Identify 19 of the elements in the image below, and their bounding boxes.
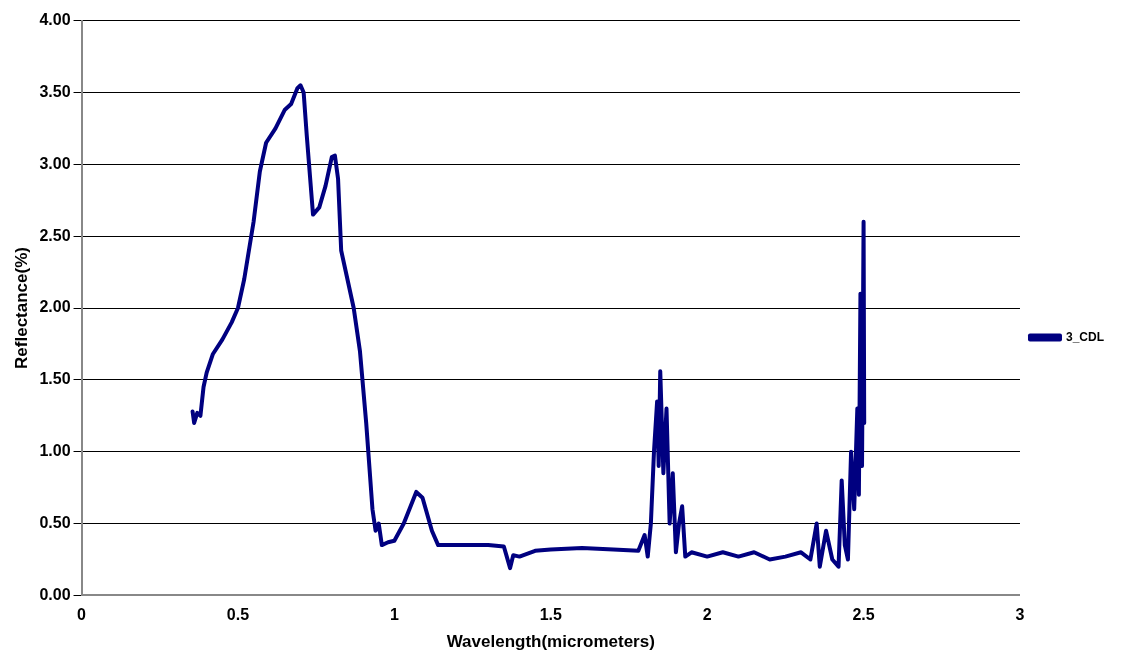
y-tick-label: 2.50 [39, 226, 71, 244]
legend-label: 3_CDL [1065, 329, 1105, 344]
x-tick-label: 1 [389, 606, 399, 624]
x-axis-title: Wavelength(micrometers) [446, 632, 655, 652]
x-tick-label: 1.5 [539, 606, 562, 624]
x-tick-label: 3 [1015, 606, 1025, 624]
y-axis-title: Reflectance(%) [11, 247, 31, 369]
y-tick-label: 2.00 [39, 298, 71, 316]
y-tick-label: 1.50 [39, 370, 71, 388]
y-tick-label: 0.00 [39, 585, 71, 603]
y-tick-label: 0.50 [39, 513, 71, 531]
x-tick-label: 2 [702, 606, 712, 624]
y-tick-label: 3.50 [39, 82, 71, 100]
x-tick-label: 0 [77, 606, 87, 624]
x-tick-label: 0.5 [226, 606, 250, 624]
x-tick-label: 2.5 [852, 606, 875, 624]
y-tick-label: 3.00 [39, 154, 71, 172]
y-tick-label: 4.00 [39, 11, 71, 29]
y-tick-label: 1.00 [39, 442, 71, 460]
